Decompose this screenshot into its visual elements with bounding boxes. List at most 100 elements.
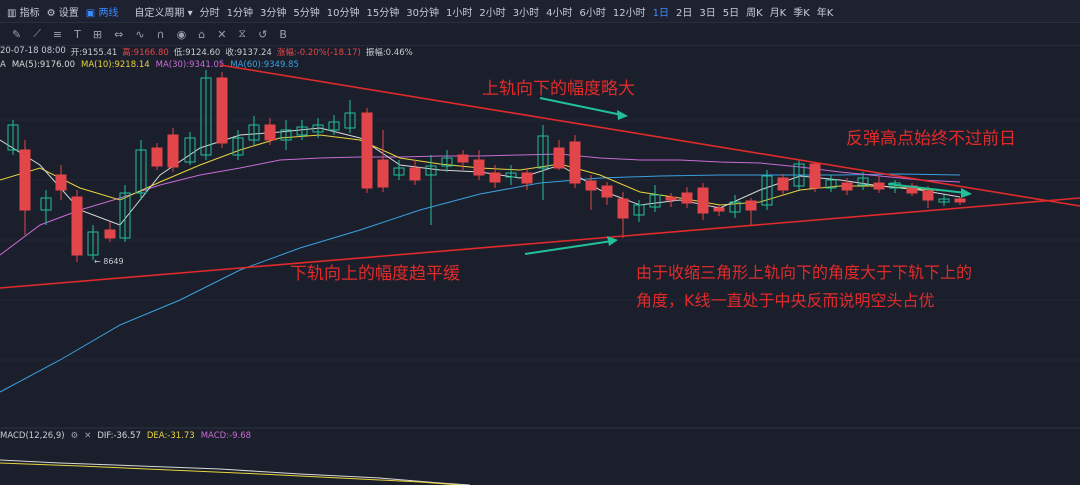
- restore-icon[interactable]: ↺: [258, 27, 268, 41]
- tab-30m[interactable]: 30分钟: [406, 7, 439, 19]
- candle[interactable]: [296, 126, 308, 136]
- bezier-icon[interactable]: ∿: [135, 27, 145, 41]
- candle[interactable]: [649, 194, 661, 208]
- candle[interactable]: [729, 201, 741, 213]
- tab-4h[interactable]: 4小时: [546, 7, 573, 19]
- candle[interactable]: [473, 159, 485, 176]
- tab-5d[interactable]: 5日: [722, 7, 740, 19]
- candle[interactable]: [87, 231, 99, 256]
- candle[interactable]: [104, 229, 116, 239]
- tab-3m[interactable]: 3分钟: [260, 7, 287, 19]
- candle[interactable]: [328, 121, 340, 131]
- candle[interactable]: [537, 135, 549, 169]
- candle[interactable]: [280, 129, 292, 141]
- line-icon[interactable]: ⟋: [33, 27, 41, 40]
- candle[interactable]: [922, 190, 934, 201]
- lock-icon[interactable]: ⌂: [198, 27, 206, 41]
- candle[interactable]: [841, 182, 853, 191]
- tab-2d[interactable]: 2日: [675, 7, 693, 19]
- text-icon[interactable]: T: [74, 27, 81, 41]
- tab-12h[interactable]: 12小时: [612, 7, 646, 19]
- candle[interactable]: [135, 149, 147, 194]
- tab-month[interactable]: 月K: [769, 7, 787, 19]
- candle[interactable]: [665, 196, 677, 201]
- mirror-icon[interactable]: ⧖: [238, 27, 247, 40]
- candle[interactable]: [71, 196, 83, 256]
- candle[interactable]: [809, 163, 821, 189]
- trash-icon[interactable]: ✕: [217, 27, 227, 41]
- two-line-button[interactable]: ▣ 两线: [85, 7, 119, 19]
- candle[interactable]: [7, 124, 19, 151]
- candle[interactable]: [409, 167, 421, 181]
- candle[interactable]: [377, 159, 389, 188]
- candle[interactable]: [681, 192, 693, 204]
- candle[interactable]: [264, 124, 276, 141]
- candle[interactable]: [232, 137, 244, 156]
- candle[interactable]: [745, 200, 757, 211]
- pencil-icon[interactable]: ✎: [12, 27, 22, 41]
- tab-season[interactable]: 季K: [793, 7, 810, 19]
- candle[interactable]: [553, 147, 565, 169]
- tab-15m[interactable]: 15分钟: [366, 7, 400, 19]
- measure-icon[interactable]: ⇔: [114, 27, 124, 41]
- candle[interactable]: [601, 185, 613, 198]
- candle[interactable]: [954, 198, 966, 203]
- tab-year[interactable]: 年K: [816, 7, 834, 19]
- candle[interactable]: [393, 167, 405, 176]
- magnet-icon[interactable]: ∩: [156, 27, 165, 41]
- candle[interactable]: [200, 77, 212, 156]
- tab-week[interactable]: 周K: [746, 7, 763, 19]
- candle[interactable]: [344, 112, 356, 129]
- candle[interactable]: [489, 172, 501, 183]
- candle[interactable]: [585, 180, 597, 191]
- tab-10m[interactable]: 10分钟: [326, 7, 360, 19]
- candle[interactable]: [312, 124, 324, 133]
- macd-settings-icon[interactable]: ⚙: [70, 431, 79, 441]
- indicator-button[interactable]: ▥ 指标: [7, 7, 40, 19]
- candle[interactable]: [361, 112, 373, 189]
- candle[interactable]: [505, 172, 517, 178]
- bold-icon[interactable]: B: [279, 27, 287, 41]
- candle[interactable]: [216, 77, 228, 144]
- candle[interactable]: [697, 187, 709, 214]
- candle[interactable]: [633, 204, 645, 216]
- multi-line-icon[interactable]: ≡: [52, 27, 63, 41]
- candle[interactable]: [184, 137, 196, 163]
- crosshair-icon[interactable]: ⊞: [92, 27, 103, 41]
- candle[interactable]: [825, 179, 837, 189]
- macd-close-icon[interactable]: ✕: [84, 431, 92, 441]
- tab-2h[interactable]: 2小时: [479, 7, 506, 19]
- tab-1h[interactable]: 1小时: [445, 7, 473, 19]
- candle[interactable]: [40, 197, 52, 211]
- candle[interactable]: [569, 141, 581, 184]
- candle[interactable]: [55, 174, 67, 191]
- candle[interactable]: [441, 157, 453, 167]
- candle[interactable]: [457, 154, 469, 163]
- tab-6h[interactable]: 6小时: [579, 7, 606, 19]
- tab-1min[interactable]: 分时: [199, 7, 220, 19]
- candle[interactable]: [167, 134, 179, 168]
- eye-icon[interactable]: ◉: [176, 27, 187, 41]
- candle[interactable]: [761, 175, 773, 206]
- settings-button[interactable]: ⚙ 设置: [46, 7, 79, 19]
- tab-1d[interactable]: 1日: [652, 7, 669, 19]
- candle[interactable]: [617, 198, 629, 219]
- candle[interactable]: [119, 192, 131, 239]
- candle[interactable]: [521, 172, 533, 184]
- candle[interactable]: [248, 124, 260, 141]
- tab-5m[interactable]: 5分钟: [293, 7, 320, 19]
- tab-3d[interactable]: 3日: [699, 7, 716, 19]
- candle[interactable]: [793, 163, 805, 187]
- candle[interactable]: [151, 147, 163, 167]
- candle[interactable]: [777, 177, 789, 191]
- candle[interactable]: [425, 165, 437, 176]
- candle[interactable]: [857, 177, 869, 186]
- candle[interactable]: [938, 198, 950, 203]
- tab-1m[interactable]: 1分钟: [226, 7, 254, 19]
- tab-3h[interactable]: 3小时: [512, 7, 540, 19]
- candle[interactable]: [713, 207, 725, 212]
- candle[interactable]: [19, 149, 31, 211]
- custom-period-dropdown[interactable]: 自定义周期 ▾: [134, 7, 193, 19]
- candle[interactable]: [873, 182, 885, 190]
